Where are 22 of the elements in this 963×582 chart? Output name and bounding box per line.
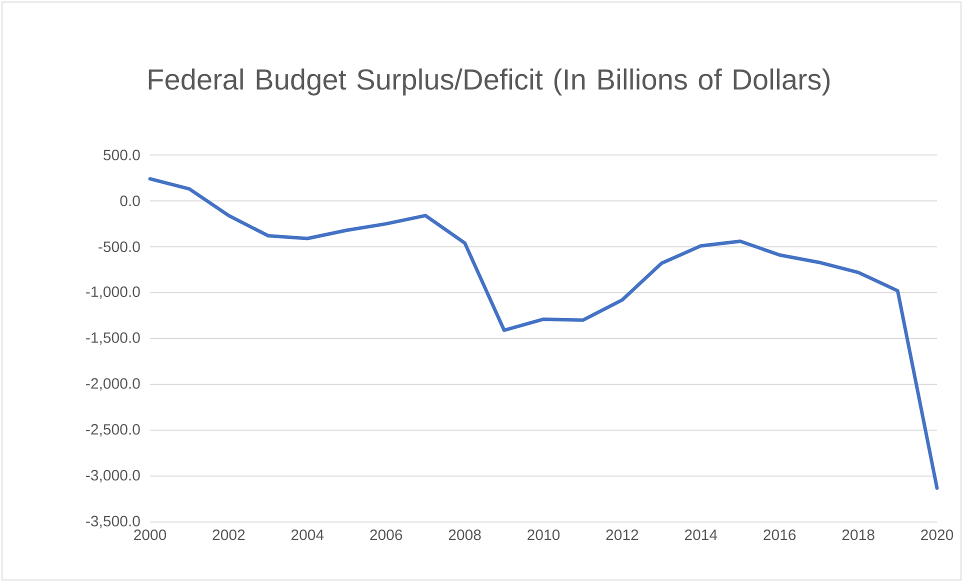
x-tick-label: 2016 (764, 530, 796, 540)
y-tick-label: -1,000.0 (86, 286, 140, 299)
y-tick-label: -3,000.0 (86, 470, 140, 482)
y-tick-label: -2,000.0 (86, 378, 140, 391)
chart-title: Federal Budget Surplus/Deficit (In Billions of Dollars) (148, 68, 830, 96)
x-tick-label: 2014 (684, 530, 718, 540)
x-tick-label: 2008 (448, 530, 481, 540)
x-tick-label: 2018 (842, 530, 874, 540)
y-tick-label: -3,500.0 (86, 516, 140, 528)
y-tick-label: 500.0 (104, 150, 140, 160)
x-tick-label: 2010 (528, 530, 560, 540)
x-tick-label: 2004 (291, 530, 324, 540)
y-tick-label: 0.0 (120, 196, 140, 206)
x-tick-label: 2012 (606, 530, 638, 540)
x-tick-label: 2020 (921, 530, 954, 540)
x-tick-label: 2002 (212, 530, 245, 540)
y-tick-label: -2,500.0 (86, 424, 140, 436)
y-tick-label: -1,500.0 (86, 332, 140, 345)
x-tick-label: 2000 (134, 530, 166, 540)
y-tick-label: -500.0 (98, 241, 140, 252)
line-series (148, 177, 939, 490)
x-tick-label: 2006 (370, 530, 402, 540)
